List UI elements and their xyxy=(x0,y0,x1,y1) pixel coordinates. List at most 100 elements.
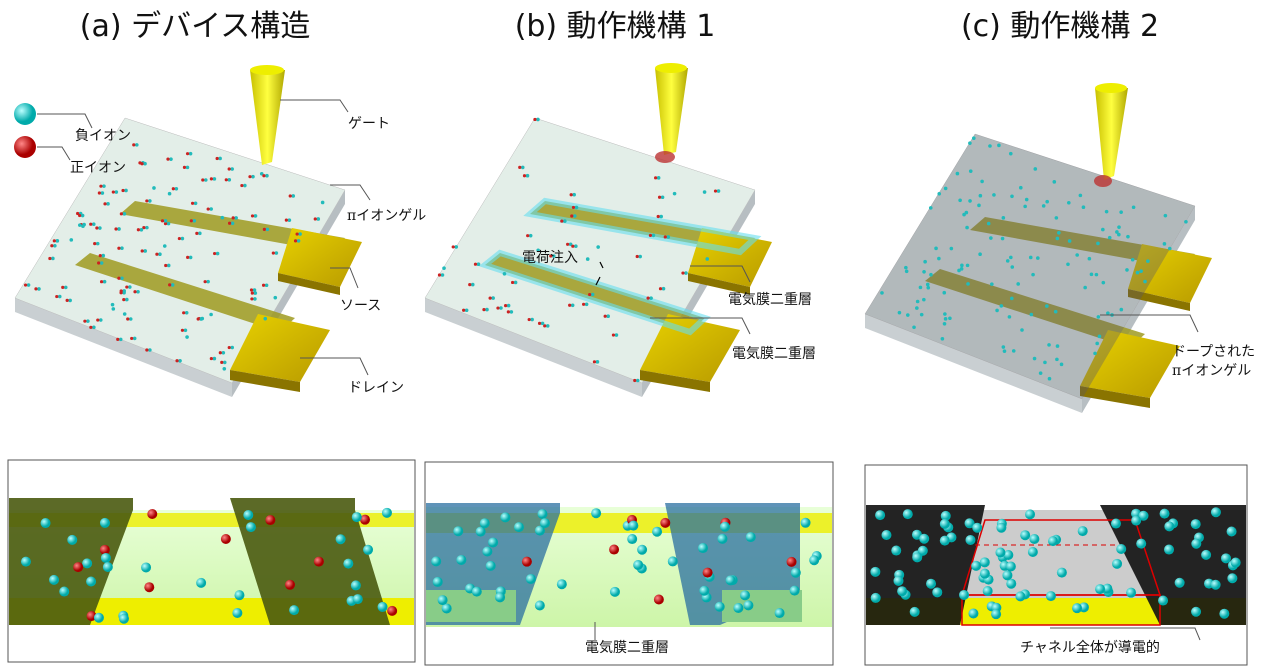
ion xyxy=(566,242,570,246)
ion xyxy=(943,317,948,321)
ion xyxy=(1055,357,1059,362)
ion xyxy=(139,227,144,232)
ion xyxy=(649,296,653,300)
ion xyxy=(133,290,137,294)
ion xyxy=(1174,577,1185,588)
ion xyxy=(52,239,56,243)
ion xyxy=(221,350,226,355)
ion xyxy=(145,225,149,230)
label: 電気膜二重層 xyxy=(732,346,816,362)
ion xyxy=(560,219,564,223)
ion xyxy=(1067,239,1072,243)
ion xyxy=(875,510,886,521)
ion xyxy=(80,213,85,218)
ion xyxy=(82,558,93,569)
ion xyxy=(1023,204,1027,209)
ion xyxy=(912,325,916,330)
ion xyxy=(582,302,586,306)
ion xyxy=(1041,204,1046,208)
ion xyxy=(1115,230,1119,234)
ion xyxy=(37,287,41,291)
ion xyxy=(287,218,292,222)
ion xyxy=(570,303,575,308)
ion xyxy=(534,525,545,536)
ion xyxy=(1164,544,1175,555)
ion xyxy=(471,586,482,597)
ion xyxy=(206,207,210,211)
ion xyxy=(89,325,93,329)
ion xyxy=(55,239,60,243)
ion xyxy=(537,509,548,520)
ion xyxy=(1010,296,1014,301)
ion xyxy=(520,165,525,170)
label: ソース xyxy=(340,298,381,314)
ion xyxy=(295,232,299,236)
ion xyxy=(120,246,124,251)
ion xyxy=(870,566,881,577)
ion xyxy=(893,575,904,586)
ion xyxy=(470,282,475,287)
ion xyxy=(1072,603,1083,614)
ion xyxy=(937,256,941,261)
ion xyxy=(725,575,736,586)
ion xyxy=(648,233,653,238)
ion xyxy=(572,192,576,197)
ion xyxy=(1047,376,1052,381)
ion xyxy=(1131,515,1142,526)
ion xyxy=(1027,546,1038,557)
ion xyxy=(199,317,203,321)
ion xyxy=(119,289,123,293)
label: ゲート xyxy=(348,116,390,132)
ion xyxy=(265,515,276,526)
ion xyxy=(716,189,721,193)
ion xyxy=(1131,205,1136,210)
ion xyxy=(1056,567,1067,578)
ion xyxy=(925,282,930,287)
ion xyxy=(243,183,247,188)
ion xyxy=(1210,507,1221,518)
ion xyxy=(971,560,982,571)
ion xyxy=(1020,328,1024,332)
ion xyxy=(510,280,515,285)
ion xyxy=(800,517,811,528)
ion xyxy=(227,221,232,225)
ion xyxy=(968,169,973,173)
ion xyxy=(203,280,207,284)
ion xyxy=(264,283,269,288)
ion xyxy=(114,190,119,194)
ion xyxy=(166,157,170,161)
ion xyxy=(122,212,127,216)
ion xyxy=(118,337,123,342)
ion xyxy=(657,195,662,199)
ion xyxy=(569,193,573,197)
ion xyxy=(99,184,103,188)
ion xyxy=(230,345,235,350)
label: 電荷注入 xyxy=(522,250,578,266)
ion xyxy=(313,556,324,567)
ion xyxy=(209,177,213,181)
ion xyxy=(245,522,256,533)
ion xyxy=(437,273,442,277)
ion xyxy=(170,283,175,287)
ion xyxy=(968,141,972,145)
ion xyxy=(168,283,172,287)
ion xyxy=(232,607,243,618)
ion xyxy=(140,162,144,166)
ion xyxy=(186,255,190,259)
ion xyxy=(143,161,147,166)
ion xyxy=(1003,549,1014,560)
ion xyxy=(1045,591,1056,602)
ion xyxy=(660,195,665,200)
ion xyxy=(939,518,950,529)
label: 正イオン xyxy=(70,160,126,176)
ion xyxy=(240,183,244,188)
ion xyxy=(943,312,947,316)
ion xyxy=(652,526,663,537)
ion xyxy=(222,360,227,365)
ion xyxy=(1159,508,1170,519)
ion xyxy=(1135,270,1140,275)
ion xyxy=(530,317,534,322)
ion xyxy=(545,324,550,328)
ion xyxy=(262,227,266,231)
ion xyxy=(992,193,996,197)
